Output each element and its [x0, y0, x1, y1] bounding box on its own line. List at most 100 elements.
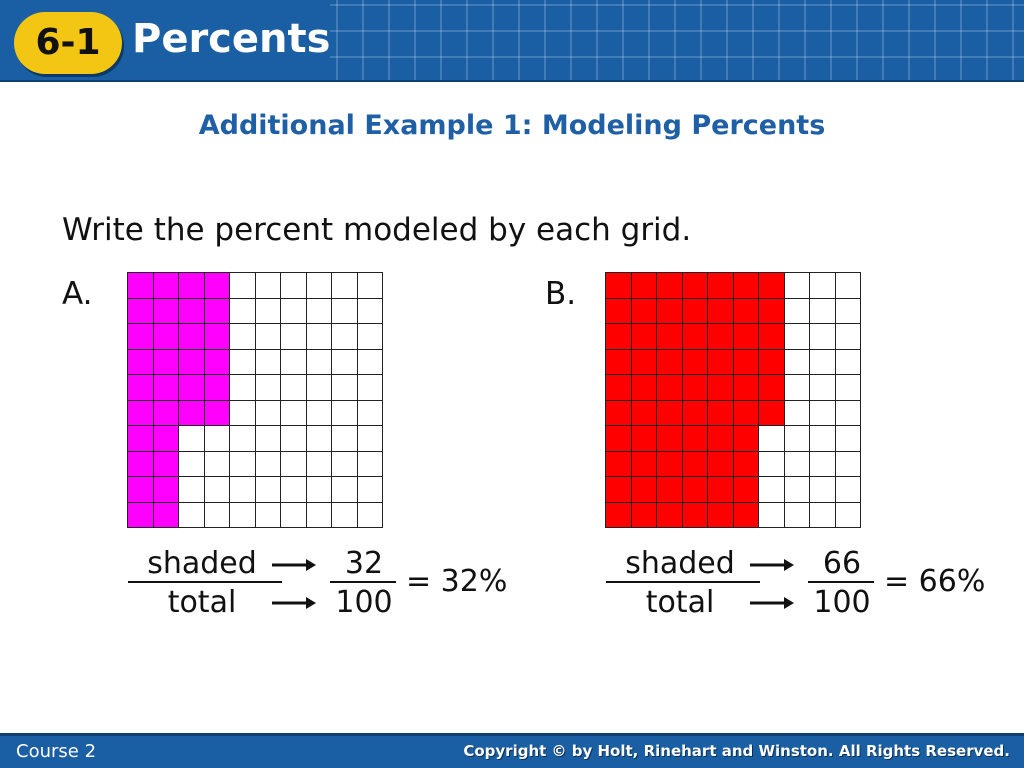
arrow-right-icon	[750, 597, 794, 609]
grid-cell-shaded	[759, 324, 785, 350]
grid-cell-shaded	[631, 324, 657, 350]
grid-cell	[357, 349, 383, 375]
grid-cell	[179, 502, 205, 528]
grid-cell-shaded	[631, 375, 657, 401]
grid-cell-shaded	[179, 375, 205, 401]
grid-cell	[357, 477, 383, 503]
part-b-denominator: 100	[813, 585, 871, 620]
grid-cell-shaded	[682, 451, 708, 477]
grid-cell-shaded	[682, 298, 708, 324]
grid-cell-shaded	[631, 426, 657, 452]
part-b-number-fraction-bar	[808, 581, 874, 583]
part-a-number-fraction-bar	[330, 581, 396, 583]
grid-cell-shaded	[657, 349, 683, 375]
grid-cell-shaded	[682, 273, 708, 299]
grid-cell-shaded	[153, 324, 179, 350]
grid-cell	[306, 451, 332, 477]
grid-cell-shaded	[606, 451, 632, 477]
grid-cell-shaded	[606, 477, 632, 503]
grid-cell-shaded	[606, 400, 632, 426]
grid-cell	[784, 324, 810, 350]
grid-cell-shaded	[682, 349, 708, 375]
grid-cell	[230, 375, 256, 401]
grid-cell	[255, 349, 281, 375]
grid-cell	[332, 477, 358, 503]
grid-cell-shaded	[733, 400, 759, 426]
grid-cell	[784, 426, 810, 452]
part-a-numerator-word: shaded	[147, 546, 257, 581]
part-a-label: A.	[62, 276, 93, 312]
grid-cell-shaded	[708, 349, 734, 375]
grid-cell-shaded	[128, 324, 154, 350]
grid-cell	[784, 375, 810, 401]
grid-cell-shaded	[128, 426, 154, 452]
arrow-right-icon	[750, 559, 794, 571]
grid-cell	[230, 502, 256, 528]
part-a-numerator: 32	[344, 546, 384, 581]
grid-cell	[784, 298, 810, 324]
lesson-number: 6-1	[35, 22, 101, 63]
grid-cell-shaded	[204, 400, 230, 426]
grid-cell-shaded	[733, 451, 759, 477]
grid-cell-shaded	[606, 324, 632, 350]
grid-cell	[784, 502, 810, 528]
grid-cell-shaded	[204, 349, 230, 375]
grid-cell-shaded	[708, 502, 734, 528]
grid-cell-shaded	[708, 324, 734, 350]
grid-cell	[306, 298, 332, 324]
grid-cell	[306, 426, 332, 452]
grid-cell-shaded	[657, 375, 683, 401]
grid-cell-shaded	[631, 273, 657, 299]
grid-cell-shaded	[657, 502, 683, 528]
grid-cell-shaded	[682, 477, 708, 503]
grid-cell	[255, 298, 281, 324]
grid-cell	[810, 451, 836, 477]
grid-cell	[255, 273, 281, 299]
part-a-result: = 32%	[406, 564, 508, 599]
grid-cell-shaded	[759, 273, 785, 299]
course-label: Course 2	[16, 741, 97, 762]
grid-cell	[759, 502, 785, 528]
grid-cell	[230, 324, 256, 350]
grid-cell	[204, 426, 230, 452]
grid-cell-shaded	[657, 451, 683, 477]
grid-cell	[810, 502, 836, 528]
hundred-grid-a	[127, 272, 383, 528]
grid-cell	[306, 502, 332, 528]
grid-cell	[835, 426, 861, 452]
grid-cell-shaded	[759, 298, 785, 324]
grid-cell	[810, 324, 836, 350]
grid-cell	[281, 298, 307, 324]
grid-cell-shaded	[606, 298, 632, 324]
grid-cell	[810, 375, 836, 401]
grid-cell-shaded	[708, 375, 734, 401]
grid-cell-shaded	[204, 324, 230, 350]
grid-cell-shaded	[657, 400, 683, 426]
grid-cell	[255, 375, 281, 401]
grid-cell-shaded	[179, 273, 205, 299]
grid-cell-shaded	[759, 375, 785, 401]
grid-cell	[179, 477, 205, 503]
grid-cell-shaded	[153, 502, 179, 528]
grid-cell	[835, 298, 861, 324]
grid-cell-shaded	[153, 298, 179, 324]
grid-cell-shaded	[657, 298, 683, 324]
grid-cell-shaded	[682, 502, 708, 528]
grid-cell	[835, 375, 861, 401]
grid-cell	[306, 324, 332, 350]
grid-cell	[784, 400, 810, 426]
grid-cell-shaded	[631, 349, 657, 375]
grid-cell	[357, 375, 383, 401]
grid-cell	[759, 477, 785, 503]
grid-cell	[204, 502, 230, 528]
grid-cell-shaded	[153, 477, 179, 503]
grid-cell-shaded	[759, 349, 785, 375]
grid-cell-shaded	[179, 349, 205, 375]
grid-cell	[255, 451, 281, 477]
copyright-notice: Copyright © by Holt, Rinehart and Winsto…	[463, 742, 1010, 760]
grid-cell	[306, 273, 332, 299]
grid-cell-shaded	[179, 298, 205, 324]
grid-cell-shaded	[733, 502, 759, 528]
grid-cell	[810, 477, 836, 503]
grid-cell	[835, 400, 861, 426]
